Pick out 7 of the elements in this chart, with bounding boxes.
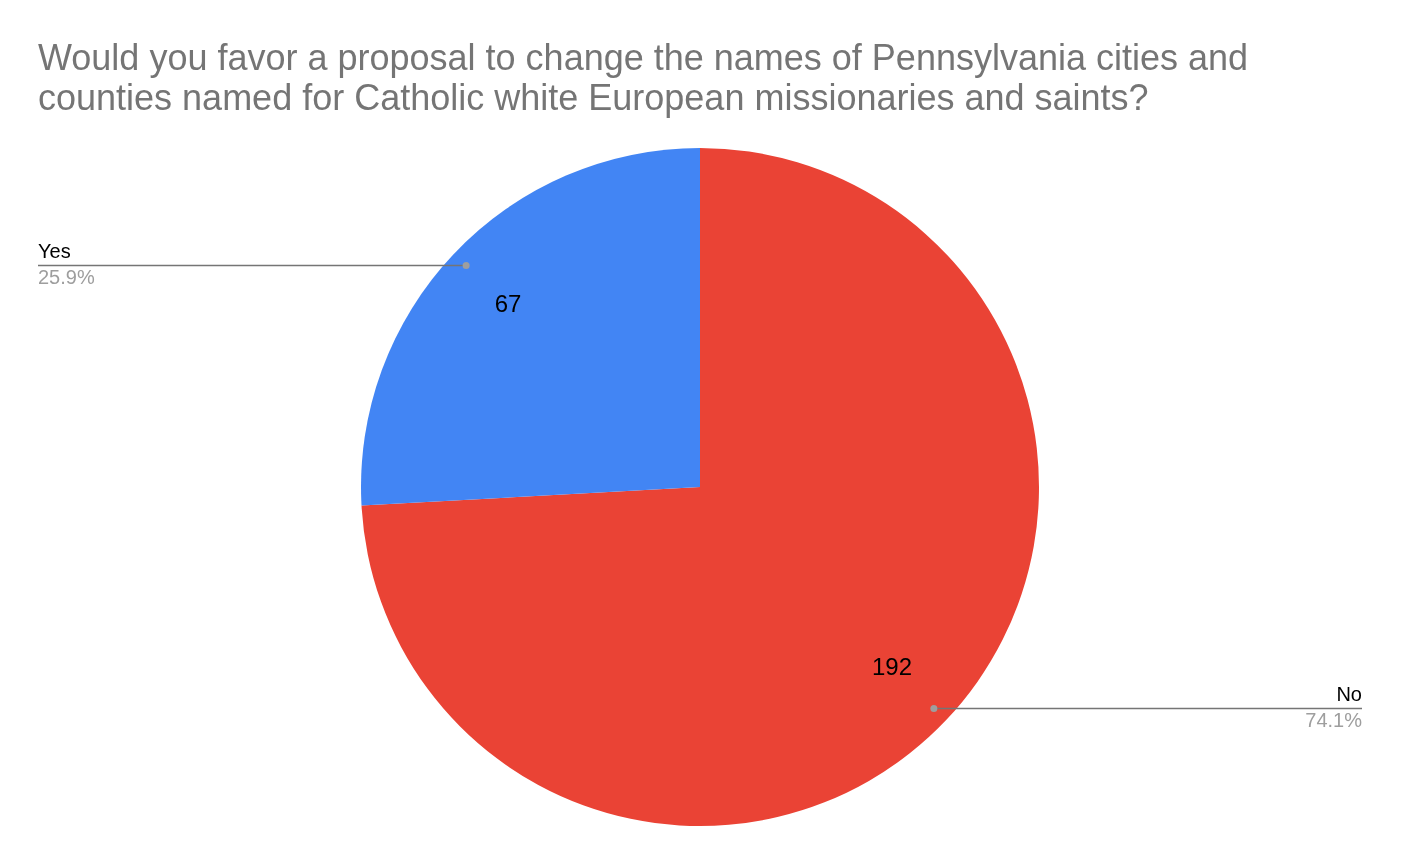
slice-label: No xyxy=(1336,682,1362,705)
slice-label: Yes xyxy=(38,240,71,263)
data-label: 192 xyxy=(871,653,913,681)
text: 74.1% xyxy=(1305,708,1362,731)
chart-title: Would you favor a proposal to change the names of Pennsylvania cities and counties named for Catholic white European missionaries and saints? xyxy=(38,37,1250,118)
data-label: 67 xyxy=(494,289,522,317)
text: 25.9% xyxy=(38,266,95,289)
